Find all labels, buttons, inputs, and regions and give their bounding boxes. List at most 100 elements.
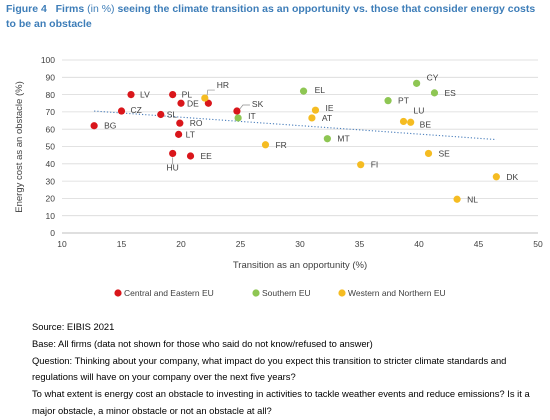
y-tick-label: 60 (46, 124, 56, 134)
y-tick-label: 100 (41, 55, 55, 65)
point-marker (299, 87, 308, 95)
data-point-it: IT (234, 111, 256, 122)
point-marker (234, 114, 242, 122)
question-note-1: Question: Thinking about your company, w… (32, 354, 507, 383)
data-point-hu: HU (167, 149, 179, 172)
x-tick-label: 45 (474, 239, 484, 249)
data-point-cz: CZ (117, 105, 142, 115)
data-point-fi: FI (357, 160, 378, 170)
point-label: PL (182, 90, 193, 100)
point-marker (169, 91, 177, 99)
data-point-hr (204, 99, 212, 107)
y-axis-label: Energy cost as an obstacle (%) (14, 81, 25, 212)
figure-title: Figure 4 Firms (in %) seeing the climate… (6, 2, 546, 32)
data-point-bg: BG (90, 121, 116, 131)
x-tick-label: 35 (355, 239, 365, 249)
data-point-fr: FR (261, 140, 287, 150)
data-point-lt: LT (175, 129, 195, 139)
point-marker (186, 152, 195, 160)
y-tick-label: 40 (46, 159, 56, 169)
point-marker (424, 149, 433, 158)
point-marker (233, 107, 241, 115)
point-label: LT (186, 129, 195, 139)
data-point-de: DE (177, 98, 199, 108)
point-label: AT (322, 113, 332, 123)
point-label: EE (201, 151, 213, 161)
point-marker (357, 161, 365, 169)
point-label: DK (506, 172, 518, 182)
data-point-at: AT (308, 113, 332, 123)
figure-title-part1: Firms (55, 3, 85, 15)
y-tick-label: 10 (46, 211, 56, 221)
point-label: DE (187, 98, 199, 108)
point-marker (177, 99, 185, 107)
x-tick-label: 10 (57, 239, 67, 249)
point-marker (117, 107, 126, 115)
point-label: FR (275, 140, 286, 150)
point-marker (175, 130, 183, 138)
point-marker (453, 195, 461, 203)
x-tick-label: 50 (533, 239, 543, 249)
x-tick-label: 25 (236, 239, 246, 249)
data-point-es: ES (430, 88, 456, 98)
point-label: FI (371, 160, 379, 170)
y-tick-label: 90 (46, 73, 56, 83)
point-label: IT (248, 111, 256, 121)
point-label: PT (398, 96, 409, 106)
point-label: LU (414, 105, 425, 115)
point-label: SK (252, 99, 264, 109)
point-marker (201, 94, 209, 102)
legend-label: Southern EU (262, 288, 311, 298)
trendline-group (94, 110, 497, 141)
point-marker (90, 122, 98, 130)
point-marker (407, 118, 415, 126)
data-point-nl: NL (453, 194, 478, 204)
y-axis-ticks: 0 10 20 30 40 50 60 70 80 90 100 (41, 55, 55, 238)
gridlines (62, 59, 538, 217)
data-point-be: BE (407, 118, 432, 129)
x-axis-ticks: 10 15 20 25 30 35 40 45 50 (57, 239, 543, 249)
point-label: RO (190, 118, 203, 128)
point-marker (157, 110, 165, 119)
data-point-sk: SK (233, 99, 264, 115)
point-label: HR (217, 80, 229, 90)
point-label: BE (420, 119, 432, 129)
point-marker (323, 135, 331, 143)
y-tick-label: 20 (46, 194, 56, 204)
point-label: CY (427, 72, 439, 82)
data-point-mt: MT (323, 134, 350, 144)
point-marker (176, 119, 184, 127)
data-point-se: SE (424, 148, 451, 158)
legend: Central and Eastern EU Southern EU Western… (114, 288, 446, 298)
data-point-el: EL (299, 85, 326, 95)
data-point-cy: CY (413, 72, 439, 87)
x-tick-label: 40 (414, 239, 424, 249)
point-label: MT (337, 134, 349, 144)
point-marker (399, 117, 408, 126)
data-point-pl: PL (169, 90, 192, 100)
legend-marker (338, 289, 346, 297)
legend-item: Southern EU (252, 288, 311, 298)
legend-marker (114, 289, 122, 297)
source-note: Source: EIBIS 2021 (32, 321, 115, 332)
figure-notes: Source: EIBIS 2021 Base: All firms (data… (32, 319, 547, 420)
point-marker (384, 97, 392, 105)
data-point-hr: HR (201, 80, 229, 102)
legend-label: Central and Eastern EU (124, 288, 214, 298)
y-tick-label: 80 (46, 90, 56, 100)
point-marker (311, 106, 320, 114)
legend-item: Central and Eastern EU (114, 288, 214, 298)
point-label: SE (439, 148, 451, 158)
point-marker (308, 114, 316, 122)
data-point-lv: LV (127, 90, 150, 100)
y-tick-label: 70 (46, 107, 56, 117)
point-marker (169, 149, 177, 158)
figure-title-unit: (in %) (87, 3, 115, 15)
point-label: BG (104, 121, 116, 131)
point-marker (430, 89, 439, 97)
question-note-2: To what extent is energy cost an obstacl… (32, 388, 530, 416)
point-label: EL (315, 85, 326, 95)
figure-title-part3: seeing the climate transition as an oppo… (6, 3, 536, 30)
